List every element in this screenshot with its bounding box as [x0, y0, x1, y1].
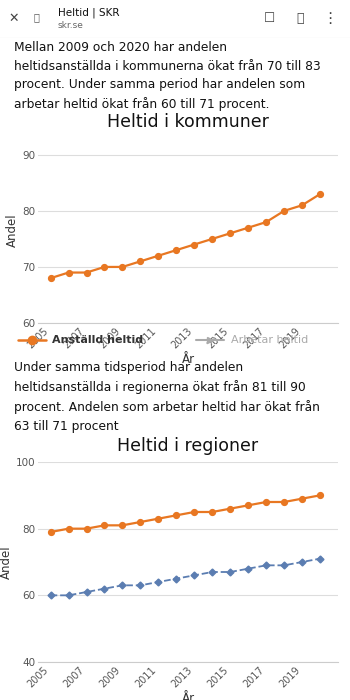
Text: Under samma tidsperiod har andelen
heltidsanställda i regionerna ökat från 81 ti: Under samma tidsperiod har andelen helti…: [14, 361, 320, 433]
Y-axis label: Andel: Andel: [6, 214, 19, 247]
Y-axis label: Andel: Andel: [0, 545, 13, 579]
Text: ⋮: ⋮: [322, 10, 338, 25]
Text: 🔒: 🔒: [33, 12, 39, 22]
Text: Mellan 2009 och 2020 har andelen
heltidsanställda i kommunerna ökat från 70 till: Mellan 2009 och 2020 har andelen heltids…: [14, 41, 321, 111]
X-axis label: År: År: [181, 692, 195, 700]
Text: ✕: ✕: [9, 11, 19, 25]
Text: ⎋: ⎋: [296, 11, 304, 25]
Text: Heltid | SKR: Heltid | SKR: [58, 8, 119, 18]
X-axis label: År: År: [181, 353, 195, 366]
Text: Anställd heltid: Anställd heltid: [52, 335, 144, 345]
Text: Arbetar heltid: Arbetar heltid: [231, 335, 308, 345]
Text: ☐: ☐: [264, 11, 276, 25]
Title: Heltid i kommuner: Heltid i kommuner: [107, 113, 269, 131]
Text: skr.se: skr.se: [58, 22, 84, 31]
Title: Heltid i regioner: Heltid i regioner: [118, 437, 259, 455]
